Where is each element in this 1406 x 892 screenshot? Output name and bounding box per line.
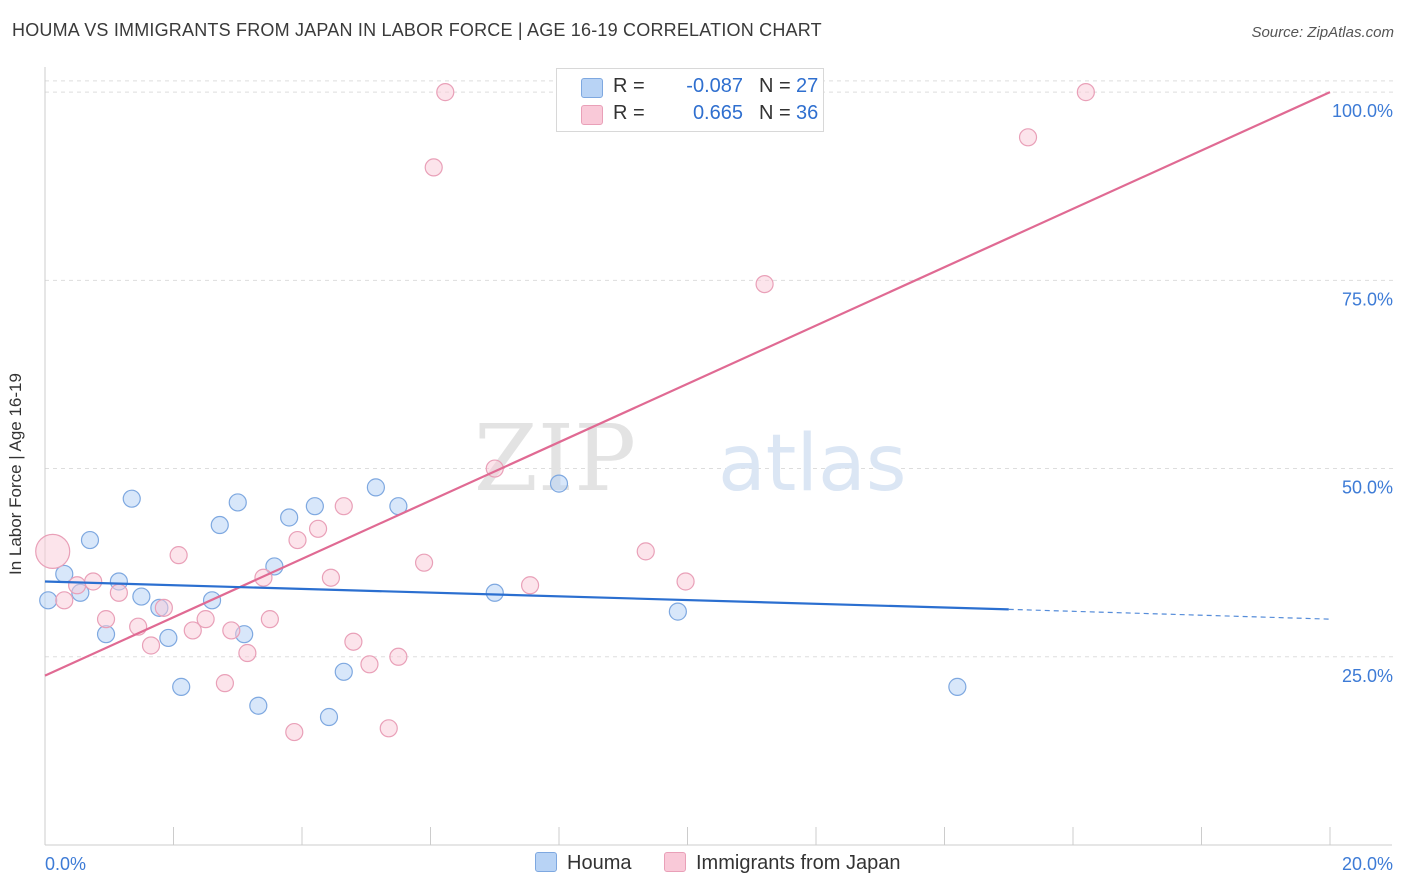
x-tick-label: 20.0% (1342, 854, 1393, 874)
japan-point (636, 542, 655, 561)
legend-n-value: 36 (796, 102, 819, 124)
houma-point (334, 662, 353, 681)
legend-r-label: R = (613, 75, 645, 97)
japan-point (285, 722, 304, 742)
houma-point (485, 583, 504, 602)
houma-point (39, 591, 58, 610)
japan-point (215, 674, 234, 693)
y-tick-label: 75.0% (1342, 289, 1393, 309)
japan-point (141, 636, 161, 655)
japan-swatch (581, 105, 603, 125)
japan-point (183, 621, 202, 640)
houma-point (96, 625, 116, 644)
japan-point (334, 497, 353, 516)
japan-point (154, 598, 173, 617)
japan-point (1018, 128, 1038, 147)
japan-point (424, 158, 443, 177)
houma-point (549, 474, 569, 493)
japan-point (520, 576, 540, 595)
japan-point (288, 530, 307, 550)
watermark-atlas: atlas (718, 419, 907, 509)
japan-point (344, 632, 363, 651)
watermark: ZIP atlas (474, 405, 907, 512)
japan-point (84, 572, 103, 591)
houma-point (122, 489, 141, 508)
legend-r-value: -0.087 (686, 75, 743, 97)
houma-point (172, 677, 191, 696)
japan-point (321, 568, 341, 587)
houma-points (39, 474, 967, 727)
japan-points (35, 83, 1095, 742)
japan-legend-label: Immigrants from Japan (696, 852, 901, 874)
houma-point (210, 515, 229, 535)
houma-point (228, 493, 247, 512)
houma-point (280, 508, 299, 527)
japan-point (35, 533, 71, 569)
legend-n-label: N = (759, 102, 791, 124)
houma-point (948, 677, 967, 696)
bottom-legend-japan: Immigrants from Japan (664, 852, 901, 875)
japan-legend-swatch (664, 852, 686, 872)
houma-trend-extension (1008, 608, 1331, 620)
japan-point (260, 610, 279, 629)
houma-point (249, 696, 268, 715)
japan-point (436, 83, 455, 102)
houma-swatch (581, 78, 603, 98)
x-tick-label: 0.0% (45, 854, 86, 874)
axes (44, 67, 1392, 846)
trend-lines (44, 91, 1331, 677)
japan-point (1076, 83, 1095, 102)
y-tick-label: 25.0% (1342, 666, 1393, 686)
houma-point (366, 478, 385, 497)
bottom-legend-houma: Houma (535, 852, 631, 875)
legend-r-value: 0.665 (692, 102, 743, 124)
japan-trend-line (44, 91, 1331, 677)
y-tick-label: 100.0% (1332, 101, 1393, 121)
japan-point (96, 610, 116, 629)
legend-n-value: 27 (796, 75, 819, 97)
japan-point (55, 591, 74, 610)
japan-point (308, 519, 328, 538)
houma-point (80, 530, 100, 550)
houma-point (132, 587, 151, 606)
watermark-zip: ZIP (474, 405, 636, 512)
japan-point (676, 572, 695, 591)
japan-point (360, 655, 379, 674)
japan-point (414, 553, 434, 572)
houma-point (159, 628, 178, 648)
japan-point (389, 647, 408, 666)
y-tick-label: 50.0% (1342, 478, 1393, 498)
houma-point (319, 707, 339, 727)
houma-point (668, 602, 687, 621)
legend-n-label: N = (759, 75, 791, 97)
source-label: Source: ZipAtlas.com (1251, 24, 1394, 41)
tick-labels: 25.0% 50.0% 75.0% 100.0% 0.0% 20.0% (45, 101, 1393, 874)
japan-point (169, 546, 188, 565)
japan-point (196, 610, 215, 629)
japan-point (222, 621, 241, 640)
correlation-legend: R = -0.087 N = 27 R = 0.665 N = 36 (556, 68, 824, 132)
houma-legend-label: Houma (567, 852, 632, 874)
houma-trend-line (44, 580, 1009, 611)
japan-point (109, 583, 128, 602)
chart-title: HOUMA VS IMMIGRANTS FROM JAPAN IN LABOR … (12, 20, 822, 40)
japan-point (238, 643, 257, 663)
japan-point (379, 719, 398, 738)
legend-r-label: R = (613, 102, 645, 124)
japan-point (755, 275, 774, 294)
houma-legend-swatch (535, 852, 557, 872)
japan-point (254, 568, 273, 587)
japan-point (68, 576, 87, 595)
houma-point (305, 497, 324, 516)
